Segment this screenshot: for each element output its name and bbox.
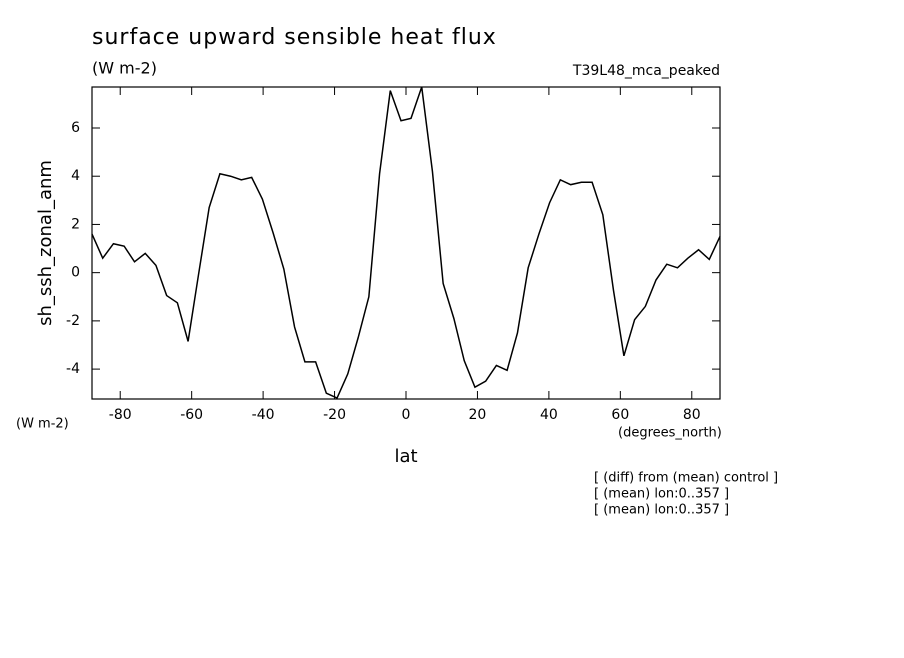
x-tick-label: -80 bbox=[109, 407, 132, 423]
x-tick-label: -60 bbox=[180, 407, 203, 423]
y-tick-label: -4 bbox=[66, 361, 80, 377]
y-tick-label: 6 bbox=[71, 120, 80, 136]
y-tick-label: 4 bbox=[71, 168, 80, 184]
x-tick-label: 80 bbox=[683, 407, 701, 423]
y-tick-label: 2 bbox=[71, 216, 80, 232]
y-tick-label: 0 bbox=[71, 265, 80, 281]
y-units: (W m-2) bbox=[16, 417, 69, 432]
x-tick-label: 20 bbox=[469, 407, 487, 423]
dataset-label: T39L48_mca_peaked bbox=[572, 63, 720, 79]
x-tick-label: 60 bbox=[611, 407, 629, 423]
note: [ (diff) from (mean) control ] bbox=[594, 471, 778, 486]
y-tick-label: -2 bbox=[66, 313, 80, 329]
y-axis-label: sh_ssh_zonal_anm bbox=[35, 160, 56, 326]
x-tick-label: -20 bbox=[323, 407, 346, 423]
note: [ (mean) lon:0..357 ] bbox=[594, 487, 729, 502]
x-tick-label: -40 bbox=[252, 407, 275, 423]
chart-title: surface upward sensible heat flux bbox=[92, 25, 497, 50]
x-tick-label: 0 bbox=[402, 407, 411, 423]
x-units: (degrees_north) bbox=[618, 426, 722, 441]
x-axis-label: lat bbox=[394, 446, 417, 467]
data-line bbox=[91, 86, 721, 400]
note: [ (mean) lon:0..357 ] bbox=[594, 503, 729, 518]
chart-subtitle: (W m-2) bbox=[92, 59, 157, 78]
plot-frame bbox=[91, 86, 721, 400]
x-tick-label: 40 bbox=[540, 407, 558, 423]
